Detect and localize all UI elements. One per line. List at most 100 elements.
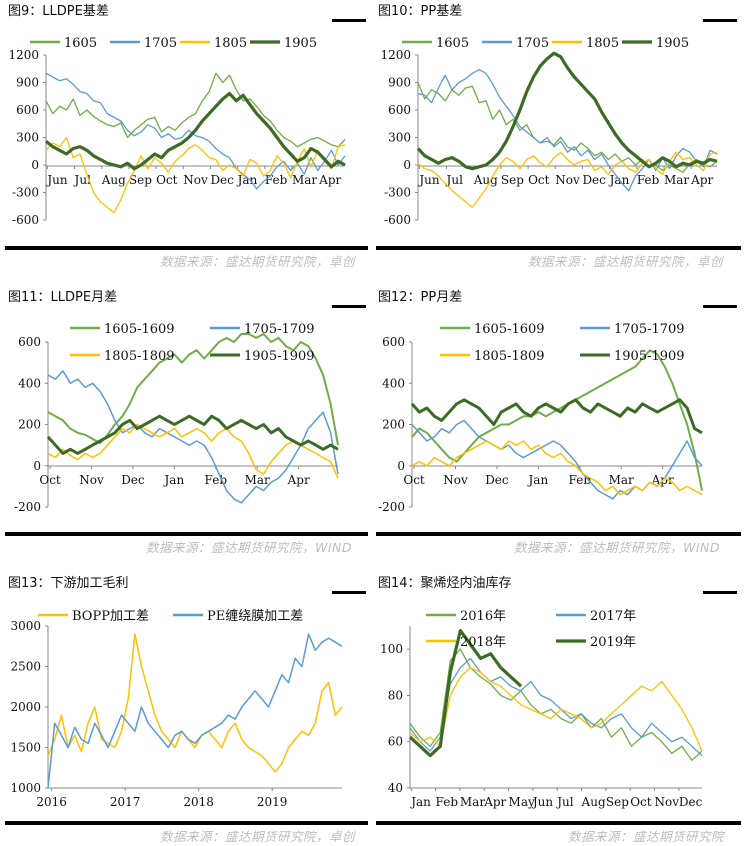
x-tick-label: Aug [101,173,126,187]
x-tick-label: Jan [409,795,431,809]
panel-title: 图13：下游加工毛利 [8,576,129,591]
series-line [47,333,339,446]
legend-label: 2016年 [460,609,506,624]
x-tick-label: Mar [664,173,689,187]
x-tick-label: Apr [318,173,341,187]
title-rule [332,591,366,594]
chart-panel-downstream-margin: 图13：下游加工毛利 3000 2500 2000 1500 1000 2016 2017 2… [0,570,372,846]
x-tick-label: 2018 [183,795,214,809]
chart-panel-lldpe-basis: 图9：LLDPE基差 1200 900 600 300 0 -300 -600 Jun Jul A… [0,0,372,275]
x-tick-label: Jul [445,173,464,187]
legend-label: 1605 [436,36,469,51]
bottom-rule [376,821,741,825]
chart-panel-pp-basis: 图10：PP基差 1200 900 600 300 0 -300 -600 Jun Jul Aug… [372,0,745,275]
y-tick-label: 1200 [8,48,39,62]
x-tick-label: Sep [606,795,629,809]
title-rule [332,305,366,308]
series-line [411,349,703,491]
series-line [408,628,523,758]
legend-label: PE缠绕膜加工差 [207,608,303,624]
y-tick-label: 2000 [10,700,41,714]
x-tick-label: 2016 [36,795,67,809]
x-tick-label: 2017 [110,795,141,809]
series-line [47,633,343,773]
y-tick-label: 40 [388,781,403,795]
source-note: 数据来源：盛达期货研究院，WIND [146,540,353,555]
x-tick-label: Feb [205,473,228,487]
legend-label: 1805 [214,36,247,51]
y-tick-label: -600 [384,213,411,227]
legend-label: 2019年 [590,635,636,650]
title-rule [332,19,366,22]
y-tick-label: -300 [384,186,411,200]
legend-label: 1905 [284,36,317,51]
x-tick-label: 2019 [257,795,288,809]
x-tick-label: Aug [581,795,606,809]
x-tick-label: Nov [443,473,468,487]
y-tick-label: 60 [388,735,403,749]
bottom-rule [5,821,368,825]
x-tick-label: Apr [483,795,506,809]
y-tick-label: 200 [18,418,41,432]
y-tick-label: 1500 [10,741,41,755]
x-tick-label: Jun [531,795,554,809]
legend-label: 2018年 [460,635,506,650]
series-line [44,91,346,171]
title-rule [703,305,737,308]
y-tick-label: -300 [12,186,39,200]
y-tick-label: 600 [18,335,41,349]
title-rule [703,19,737,22]
legend-label: BOPP加工差 [72,609,149,624]
y-tick-label: 100 [380,642,403,656]
x-tick-label: Dec [679,795,703,809]
series-line [410,398,703,435]
x-tick-label: Apr [690,173,713,187]
series-line [47,633,343,789]
bottom-rule [376,246,741,250]
chart-svg: 1200 900 600 300 0 -300 -600 Jun Jul Aug Sep Oct Nov… [8,36,346,227]
y-tick-label: 600 [388,103,411,117]
x-tick-label: Nov [79,473,104,487]
series-line [47,370,339,504]
y-tick-label: 0 [397,459,405,473]
x-tick-label: Dec [485,473,509,487]
x-tick-label: Oct [39,473,61,487]
x-tick-label: Oct [528,173,550,187]
x-tick-label: Dec [210,173,234,187]
chart-panel-polyolefin-inventory: 图14：聚烯烃内油库存 100 80 60 40 Jan Feb Mar Apr May Jun J… [372,570,745,846]
legend-label: 1705-1709 [614,322,685,337]
y-tick-label: 1000 [10,781,41,795]
legend-label: 1705 [144,36,177,51]
panel-title: 图11：LLDPE月差 [8,290,118,305]
x-tick-label: Nov [655,795,680,809]
legend-label: 2017年 [590,609,636,624]
y-tick-label: -200 [14,500,41,514]
y-tick-label: 0 [403,158,411,172]
title-rule [703,591,737,594]
chart-panel-pp-spread: 图12：PP月差 600 400 200 0 -200 Oct Nov Dec Jan Feb Ma… [372,284,745,559]
y-tick-label: 300 [16,131,39,145]
series-line [409,667,703,752]
x-tick-label: Feb [637,173,660,187]
legend-label: 1605-1609 [474,322,545,337]
x-tick-label: Aug [473,173,498,187]
bottom-rule [376,532,741,536]
panel-title: 图14：聚烯烃内油库存 [378,576,512,591]
y-tick-label: 900 [16,76,39,90]
legend-label: 1805-1809 [474,349,545,364]
source-note: 数据来源：盛达期货研究院，卓创 [528,254,724,269]
panel-title: 图10：PP基差 [378,4,463,19]
legend-label: 1705 [516,36,549,51]
series-line [411,440,703,496]
bottom-rule [5,246,368,250]
panel-title: 图9：LLDPE基差 [8,4,109,19]
legend-label: 1605 [64,36,97,51]
x-tick-label: Feb [265,173,288,187]
y-tick-label: 1200 [380,48,411,62]
series-line [409,657,703,757]
y-tick-label: 400 [18,376,41,390]
x-tick-label: Mar [609,473,634,487]
